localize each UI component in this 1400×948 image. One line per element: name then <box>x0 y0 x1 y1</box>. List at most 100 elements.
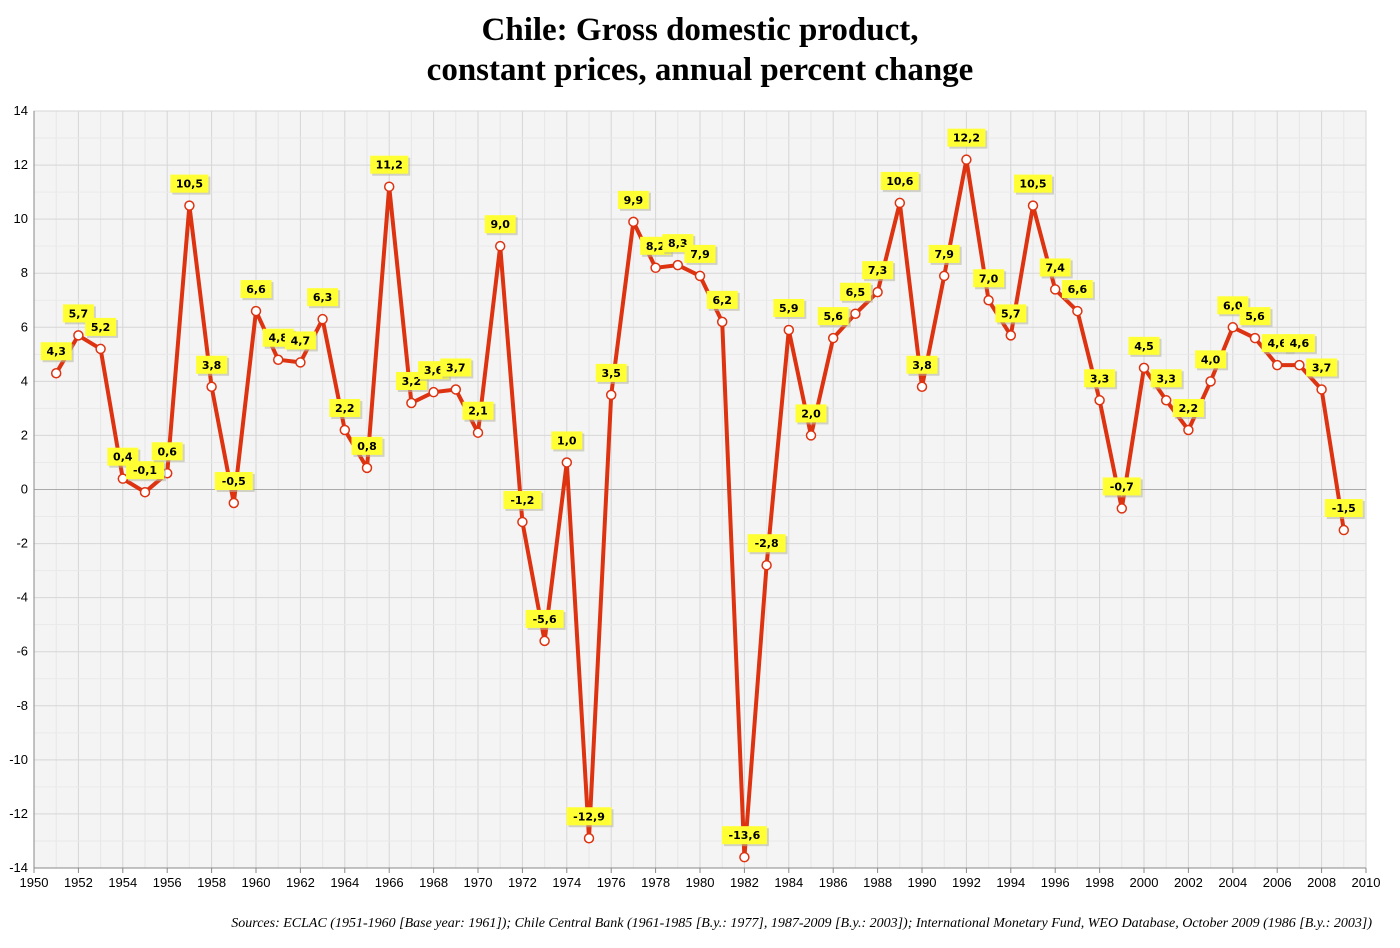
data-label-box <box>351 436 383 455</box>
data-point <box>1227 322 1239 333</box>
data-label: 3,5 <box>595 363 629 384</box>
data-label: 5,7 <box>62 304 96 325</box>
data-point <box>317 313 328 325</box>
data-label: -12,9 <box>566 807 614 828</box>
x-tick-label: 1986 <box>819 875 848 890</box>
data-label-box <box>107 447 139 466</box>
data-label: -5,6 <box>525 609 566 630</box>
data-label: 3,8 <box>906 355 940 376</box>
x-tick-label: 1956 <box>153 875 182 890</box>
data-label-box <box>1039 258 1071 277</box>
data-label-text: 5,2 <box>91 321 111 334</box>
data-label-box <box>617 190 649 209</box>
data-label: 7,9 <box>684 244 718 265</box>
data-point <box>1316 384 1327 395</box>
data-label-box <box>503 490 542 509</box>
data-label: 8,3 <box>662 234 696 255</box>
data-label-text: 4,3 <box>46 345 66 358</box>
y-tick-label: -6 <box>16 644 28 659</box>
x-tick-label: 1964 <box>330 875 359 890</box>
data-label: 6,5 <box>839 282 873 303</box>
y-tick-label: 6 <box>21 319 28 334</box>
data-point <box>1027 200 1039 211</box>
data-label-text: 7,9 <box>934 248 954 261</box>
data-label-text: 2,2 <box>335 402 355 415</box>
data-label-box <box>566 807 612 826</box>
x-tick-label: 1960 <box>242 875 271 890</box>
data-label-box <box>817 307 849 326</box>
data-label: 6,2 <box>706 290 740 311</box>
x-tick-label: 2002 <box>1174 875 1203 890</box>
data-label: 9,0 <box>484 215 518 236</box>
gridlines <box>33 110 1367 869</box>
data-label-box <box>214 472 253 491</box>
data-point <box>850 308 861 320</box>
data-label: -0,5 <box>214 472 255 493</box>
y-tick-label: -14 <box>9 860 28 875</box>
data-label-box <box>773 298 805 317</box>
y-tick-label: 0 <box>21 482 28 497</box>
data-label-box <box>1306 358 1338 377</box>
data-point <box>605 389 617 401</box>
data-point <box>938 270 950 282</box>
data-label-box <box>1172 399 1204 418</box>
data-label-text: 7,9 <box>690 248 710 261</box>
y-tick-label: 14 <box>14 103 28 118</box>
x-tick-label: 2004 <box>1218 875 1247 890</box>
data-label-text: 3,3 <box>1156 372 1176 385</box>
data-label-box <box>1195 350 1227 369</box>
data-label: 11,2 <box>370 155 411 176</box>
data-label-box <box>151 442 183 461</box>
data-label-box <box>684 244 716 263</box>
data-point <box>739 851 750 863</box>
data-label: 2,0 <box>795 404 829 425</box>
data-point <box>383 181 395 192</box>
data-label-text: -2,8 <box>755 537 779 550</box>
data-point <box>517 516 528 528</box>
data-label: 4,5 <box>1128 336 1162 357</box>
data-label-text: -0,5 <box>222 475 246 488</box>
x-tick-label: 1954 <box>108 875 137 890</box>
data-label-box <box>484 215 516 234</box>
data-point <box>1049 284 1061 295</box>
data-label-text: 4,8 <box>268 332 288 345</box>
data-label-text: 8,2 <box>646 240 666 253</box>
x-tick-label: 1972 <box>508 875 537 890</box>
data-point <box>827 332 839 344</box>
data-label-box <box>1014 174 1052 193</box>
data-label: 2,2 <box>1172 399 1206 420</box>
x-tick-label: 1974 <box>552 875 581 890</box>
data-point <box>561 457 573 468</box>
data-label-box <box>525 609 564 628</box>
data-label-text: 6,6 <box>246 283 266 296</box>
data-label-box <box>947 128 986 147</box>
x-tick-label: 1978 <box>641 875 670 890</box>
data-point <box>1338 524 1350 536</box>
data-label-text: 3,6 <box>424 364 444 377</box>
y-tick-label: -12 <box>9 806 28 821</box>
data-point <box>961 154 972 165</box>
data-label: 5,6 <box>1239 307 1273 328</box>
y-tick-label: -2 <box>16 536 28 551</box>
x-tick-label: 1968 <box>419 875 448 890</box>
data-point <box>1094 395 1105 406</box>
data-point <box>1183 424 1194 436</box>
data-label-text: 5,6 <box>823 310 843 323</box>
data-point <box>672 259 684 271</box>
data-point <box>228 497 240 509</box>
data-point <box>494 240 506 252</box>
data-label: 6,6 <box>1061 280 1095 301</box>
data-label-box <box>170 174 209 193</box>
data-label-box <box>85 317 117 336</box>
x-tick-label: 1950 <box>20 875 49 890</box>
data-label: 5,7 <box>995 304 1029 325</box>
data-label: 3,7 <box>440 358 474 379</box>
x-tick-label: 1980 <box>686 875 715 890</box>
data-label-text: 7,3 <box>868 264 888 277</box>
data-label-text: 5,6 <box>1245 310 1265 323</box>
data-markers <box>50 154 1350 863</box>
data-label: 9,9 <box>617 190 651 211</box>
data-label-box <box>440 358 472 377</box>
data-label-text: 8,3 <box>668 237 688 250</box>
